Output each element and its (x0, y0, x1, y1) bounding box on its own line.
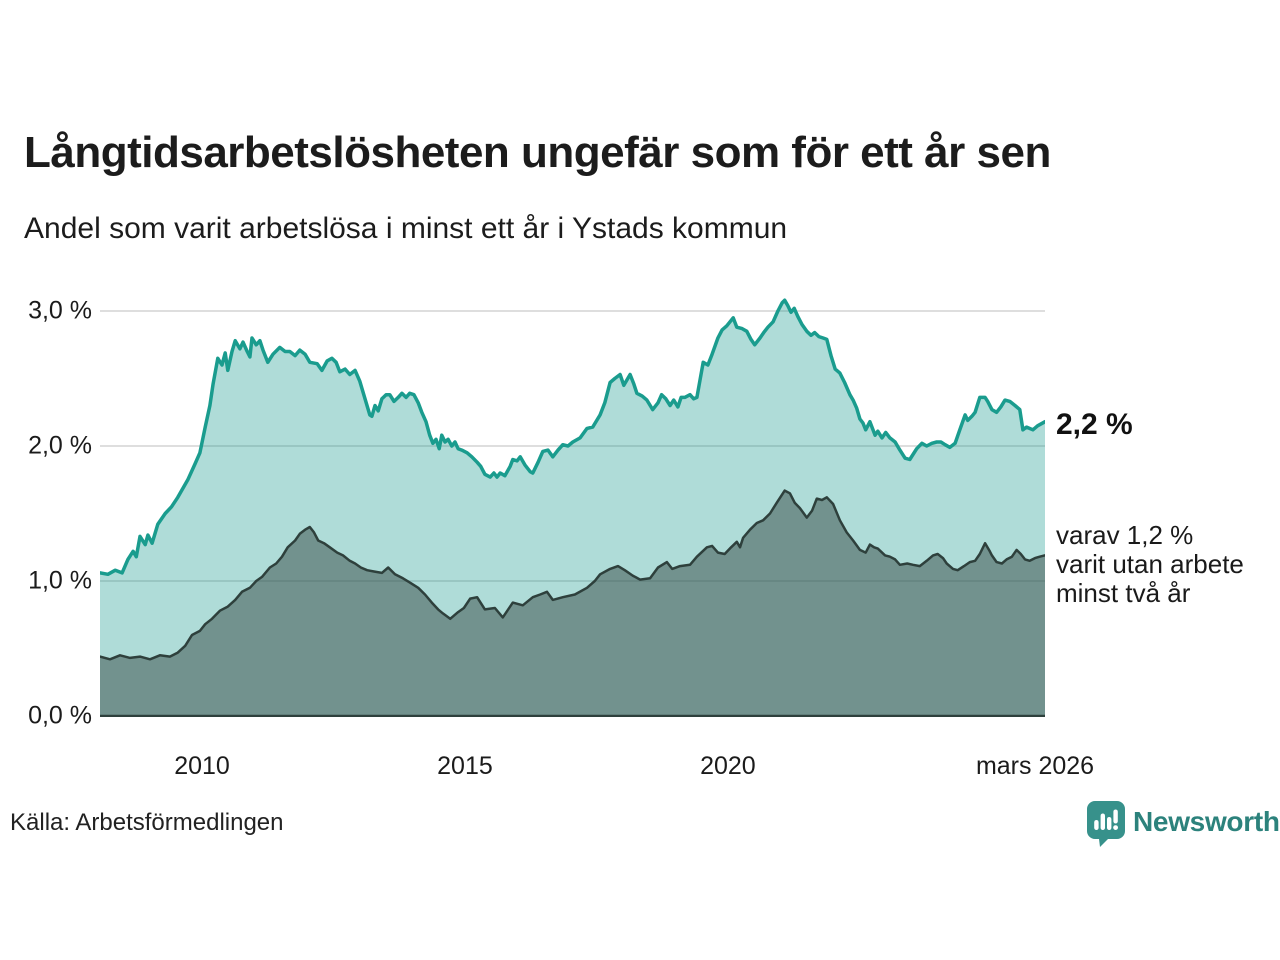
x-tick-label: 2010 (174, 752, 230, 780)
area-arbetslosa-minst-ett-ar (100, 300, 1045, 716)
x-tick-label: 2015 (437, 752, 493, 780)
logo-exclamation-dot (1113, 825, 1118, 830)
y-tick-label: 3,0 % (28, 296, 92, 325)
page-subtitle: Andel som varit arbetslösa i minst ett å… (24, 212, 788, 245)
y-tick-label: 2,0 % (28, 431, 92, 460)
logo-bar-short (1094, 820, 1099, 830)
page-title: Långtidsarbetslösheten ungefär som för e… (24, 128, 1051, 177)
logo-exclamation-bar (1113, 809, 1118, 824)
line-arbetslosa-minst-ett-ar (98, 298, 1047, 577)
source-credit: Källa: Arbetsförmedlingen (10, 809, 284, 836)
logo-bubble (1087, 801, 1125, 847)
x-tick-label: 2020 (700, 752, 756, 780)
newsworthy-wordmark: Newsworthy (1133, 806, 1280, 837)
chart-plot-area (98, 296, 1047, 718)
logo-bar-tall (1100, 813, 1105, 830)
breakdown-annotation: varav 1,2 % varit utan arbete minst två … (1056, 520, 1244, 608)
plot-svg (98, 298, 1047, 718)
logo-bar-medium (1107, 817, 1112, 830)
latest-value-label: 2,2 % (1056, 408, 1133, 441)
y-tick-label: 0,0 % (28, 701, 92, 730)
newsworthy-logo: Newsworthy (1086, 800, 1280, 848)
x-tick-label: mars 2026 (975, 752, 1095, 780)
line-utan-arbete-minst-tva-ar (98, 489, 1047, 661)
area-utan-arbete-minst-tva-ar (100, 490, 1045, 716)
newsworthy-logo-icon (1087, 801, 1125, 847)
y-tick-label: 1,0 % (28, 566, 92, 595)
